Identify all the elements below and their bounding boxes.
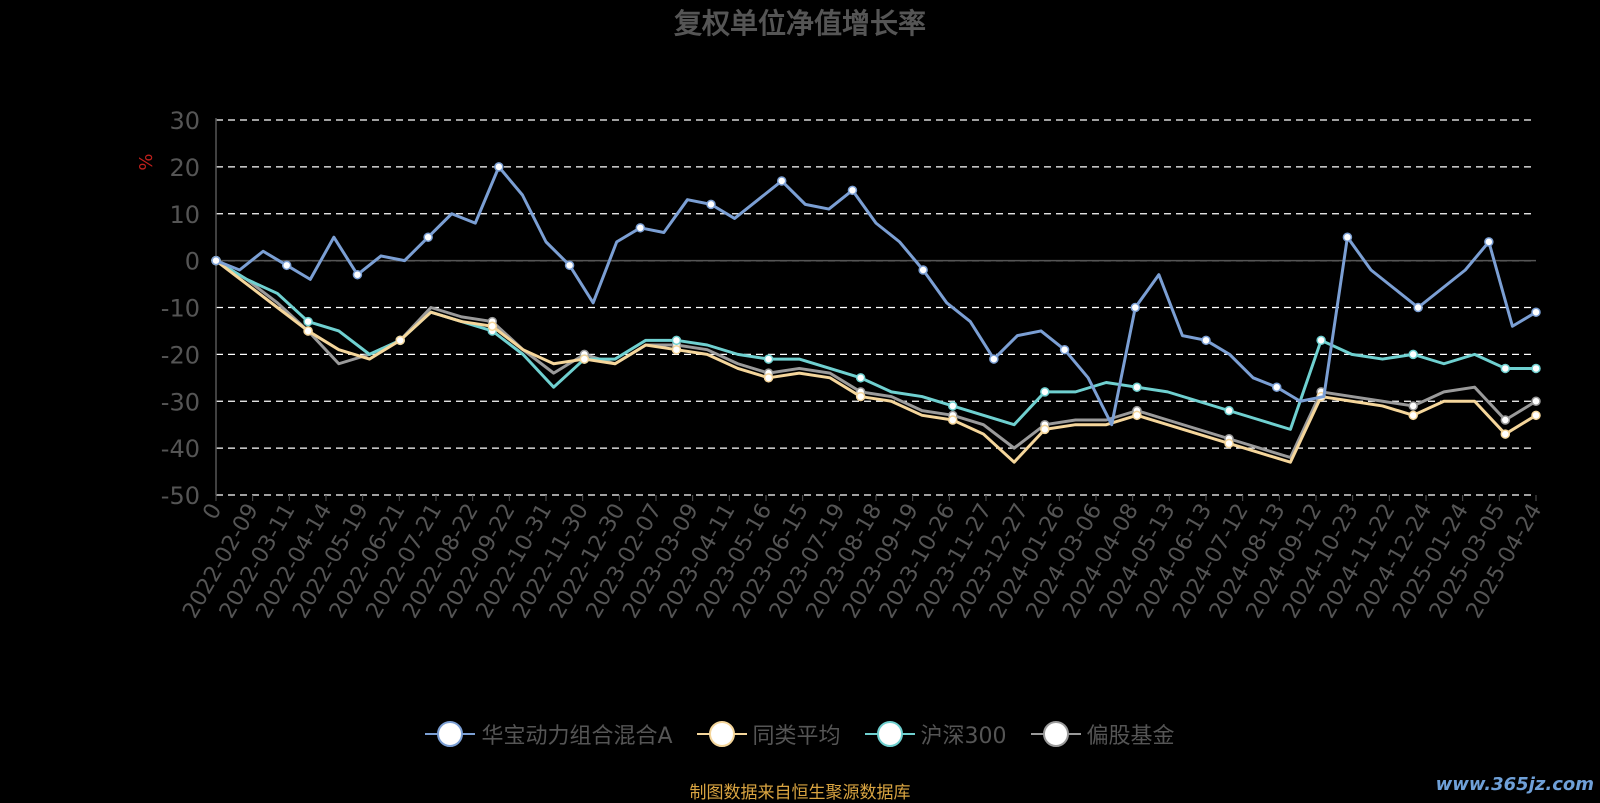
- series-marker: [855, 391, 866, 402]
- series-marker: [1408, 410, 1418, 421]
- series-marker: [1132, 410, 1142, 421]
- series-marker: [487, 321, 498, 331]
- series-marker: [1500, 429, 1511, 439]
- chart-title: 复权单位净值增长率: [673, 7, 926, 40]
- legend-item[interactable]: 沪深300: [864, 718, 1007, 750]
- series-marker: [1316, 335, 1326, 346]
- series-marker: [1408, 401, 1418, 411]
- series-marker: [855, 373, 866, 383]
- series-line: [215, 259, 1537, 464]
- series-marker: [1130, 302, 1141, 313]
- series-marker: [303, 316, 313, 327]
- series-marker: [671, 344, 682, 355]
- series-line: [215, 259, 1536, 431]
- legend-swatch-icon: [425, 721, 476, 747]
- y-tick-label: 0: [185, 248, 200, 276]
- legend-label: 偏股基金: [1086, 724, 1175, 749]
- legend-swatch-icon: [1030, 721, 1081, 747]
- series-marker: [1224, 438, 1234, 449]
- y-tick-label: 30: [169, 107, 200, 135]
- series-marker: [423, 232, 433, 242]
- y-axis-label: %: [136, 153, 157, 170]
- x-tick-label: 0: [199, 500, 228, 525]
- watermark: www.365jz.com: [1435, 774, 1594, 795]
- y-tick-label: -20: [161, 341, 200, 369]
- series-marker: [763, 373, 774, 383]
- y-tick-label: 20: [169, 154, 200, 182]
- data-source-note: 制图数据来自恒生聚源数据库: [689, 783, 911, 803]
- y-tick-label: -40: [161, 435, 200, 463]
- series-marker: [1500, 415, 1511, 425]
- series-marker: [1408, 349, 1418, 360]
- series-marker: [1500, 363, 1511, 374]
- series-marker: [1040, 387, 1050, 397]
- series-marker: [776, 176, 787, 186]
- series-marker: [1040, 424, 1050, 435]
- y-tick-label: -10: [161, 295, 200, 323]
- series-marker: [1531, 307, 1541, 317]
- series-marker: [1413, 302, 1423, 313]
- series-marker: [763, 354, 774, 364]
- legend-swatch-icon: [864, 721, 915, 747]
- series-marker: [1271, 382, 1282, 392]
- series-marker: [1531, 363, 1541, 374]
- series-marker: [352, 269, 363, 280]
- series-marker: [1342, 232, 1353, 242]
- series-line: [215, 165, 1537, 427]
- y-tick-label: -30: [161, 388, 200, 416]
- y-tick-label: -50: [161, 482, 200, 510]
- series-marker: [1531, 410, 1541, 421]
- series-marker: [635, 223, 646, 233]
- series-marker: [303, 326, 313, 336]
- legend-label: 同类平均: [752, 724, 841, 749]
- series-marker: [395, 335, 405, 346]
- legend-swatch-icon: [696, 721, 747, 747]
- series-marker: [847, 185, 858, 196]
- series-marker: [564, 260, 575, 271]
- series-marker: [1484, 237, 1494, 247]
- series-marker: [211, 255, 221, 266]
- series-marker: [1224, 405, 1234, 416]
- series-line: [215, 259, 1537, 459]
- series-marker: [1132, 382, 1142, 392]
- y-tick-label: 10: [169, 201, 200, 229]
- series-marker: [947, 401, 958, 411]
- series-marker: [671, 335, 682, 346]
- legend-item[interactable]: 偏股基金: [1030, 718, 1175, 750]
- legend-item[interactable]: 华宝动力组合混合A: [425, 718, 673, 750]
- series-marker: [281, 260, 292, 271]
- series-marker: [706, 199, 716, 210]
- series-marker: [947, 415, 958, 425]
- series-marker: [918, 265, 928, 275]
- series-marker: [1531, 396, 1541, 406]
- series-marker: [1059, 344, 1070, 355]
- legend-item[interactable]: 同类平均: [696, 718, 841, 750]
- series-marker: [494, 162, 504, 172]
- series-marker: [1201, 335, 1211, 346]
- legend-label: 沪深300: [920, 724, 1007, 749]
- legend-label: 华宝动力组合混合A: [481, 724, 673, 749]
- legend: 华宝动力组合混合A 同类平均 沪深300 偏股基金: [0, 718, 1600, 750]
- series-marker: [579, 354, 590, 364]
- series-marker: [989, 354, 999, 364]
